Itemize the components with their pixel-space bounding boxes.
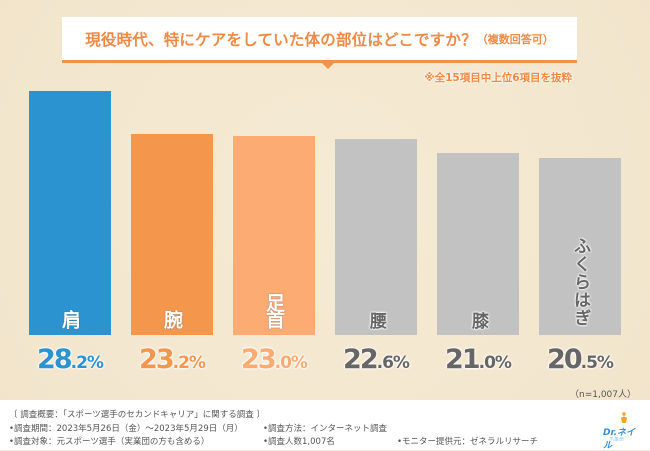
- sample-size-note: （n=1,007人）: [569, 390, 636, 400]
- bar-4: 腰: [335, 139, 417, 335]
- value-integer: 23: [139, 344, 175, 375]
- dr-nail-logo: Dr.ネイル 爪革命: [603, 412, 643, 451]
- value-decimal: .6%: [376, 353, 410, 373]
- logo-subtext: 爪革命: [609, 437, 625, 443]
- chart-title: 現役時代、特にケアをしていた体の部位はどこですか？: [85, 30, 477, 49]
- value-decimal: .0%: [478, 353, 512, 373]
- survey-count: •調査人数1,007名: [263, 437, 335, 447]
- bar-value-label: 20.5%: [539, 344, 621, 375]
- survey-target: •調査対象：元スポーツ選手（実業団の方も含める）: [9, 437, 210, 447]
- chart-title-suffix: （複数回答可）: [476, 32, 554, 46]
- value-integer: 20: [547, 344, 583, 375]
- value-integer: 28: [37, 344, 73, 375]
- bar-3: 足首: [233, 135, 315, 335]
- bar-2: 腕: [131, 134, 213, 335]
- logo-text: Dr.ネイル: [603, 428, 636, 451]
- chart-title-box: 現役時代、特にケアをしていた体の部位はどこですか？ （複数回答可）: [62, 17, 577, 63]
- value-integer: 23: [241, 344, 277, 375]
- bar-5: 膝: [437, 153, 519, 335]
- bar-6: ふくらはぎ: [539, 157, 621, 335]
- value-integer: 22: [343, 344, 379, 375]
- bar-category-label: 足首: [263, 292, 285, 327]
- value-decimal: .5%: [580, 353, 614, 373]
- bar-category-label: 腕: [161, 309, 183, 327]
- title-pointer-icon: [322, 63, 334, 69]
- bar-value-label: 23.0%: [233, 344, 315, 375]
- bar-value-label: 23.2%: [131, 344, 213, 375]
- excerpt-note: ※全15項目中上位6項目を抜粋: [424, 72, 572, 84]
- bar-category-label: ふくらはぎ: [570, 236, 590, 327]
- bar-category-label: 肩: [59, 310, 81, 327]
- monitor-provider: •モニター提供元：ゼネラルリサーチ: [397, 437, 539, 447]
- bar-value-label: 22.6%: [335, 344, 417, 375]
- survey-footer: 〔 調査概要：「スポーツ選手のセカンドキャリア」に関する調査 〕 •調査期間：2…: [0, 400, 650, 450]
- bar-category-label: 膝: [468, 311, 488, 327]
- value-decimal: .0%: [274, 353, 308, 373]
- survey-method: •調査方法：インターネット調査: [263, 424, 388, 434]
- value-decimal: .2%: [70, 353, 104, 373]
- bar-value-label: 21.0%: [437, 344, 519, 375]
- bar-category-label: 腰: [366, 311, 386, 327]
- value-decimal: .2%: [172, 353, 206, 373]
- survey-period: •調査期間：2023年5月26日（金）〜2023年5月29日（月）: [9, 424, 243, 434]
- bar-value-label: 28.2%: [29, 344, 111, 375]
- bar-chart: 肩 28.2% 腕 23.2% 足首 23.0% 腰 22.6% 膝 21.0% ふくらはぎ 20.5…: [29, 91, 621, 375]
- bar-1: 肩: [29, 91, 111, 335]
- value-integer: 21: [445, 344, 481, 375]
- logo-figure-icon: [621, 412, 627, 423]
- survey-summary: 〔 調査概要：「スポーツ選手のセカンドキャリア」に関する調査 〕: [9, 410, 265, 420]
